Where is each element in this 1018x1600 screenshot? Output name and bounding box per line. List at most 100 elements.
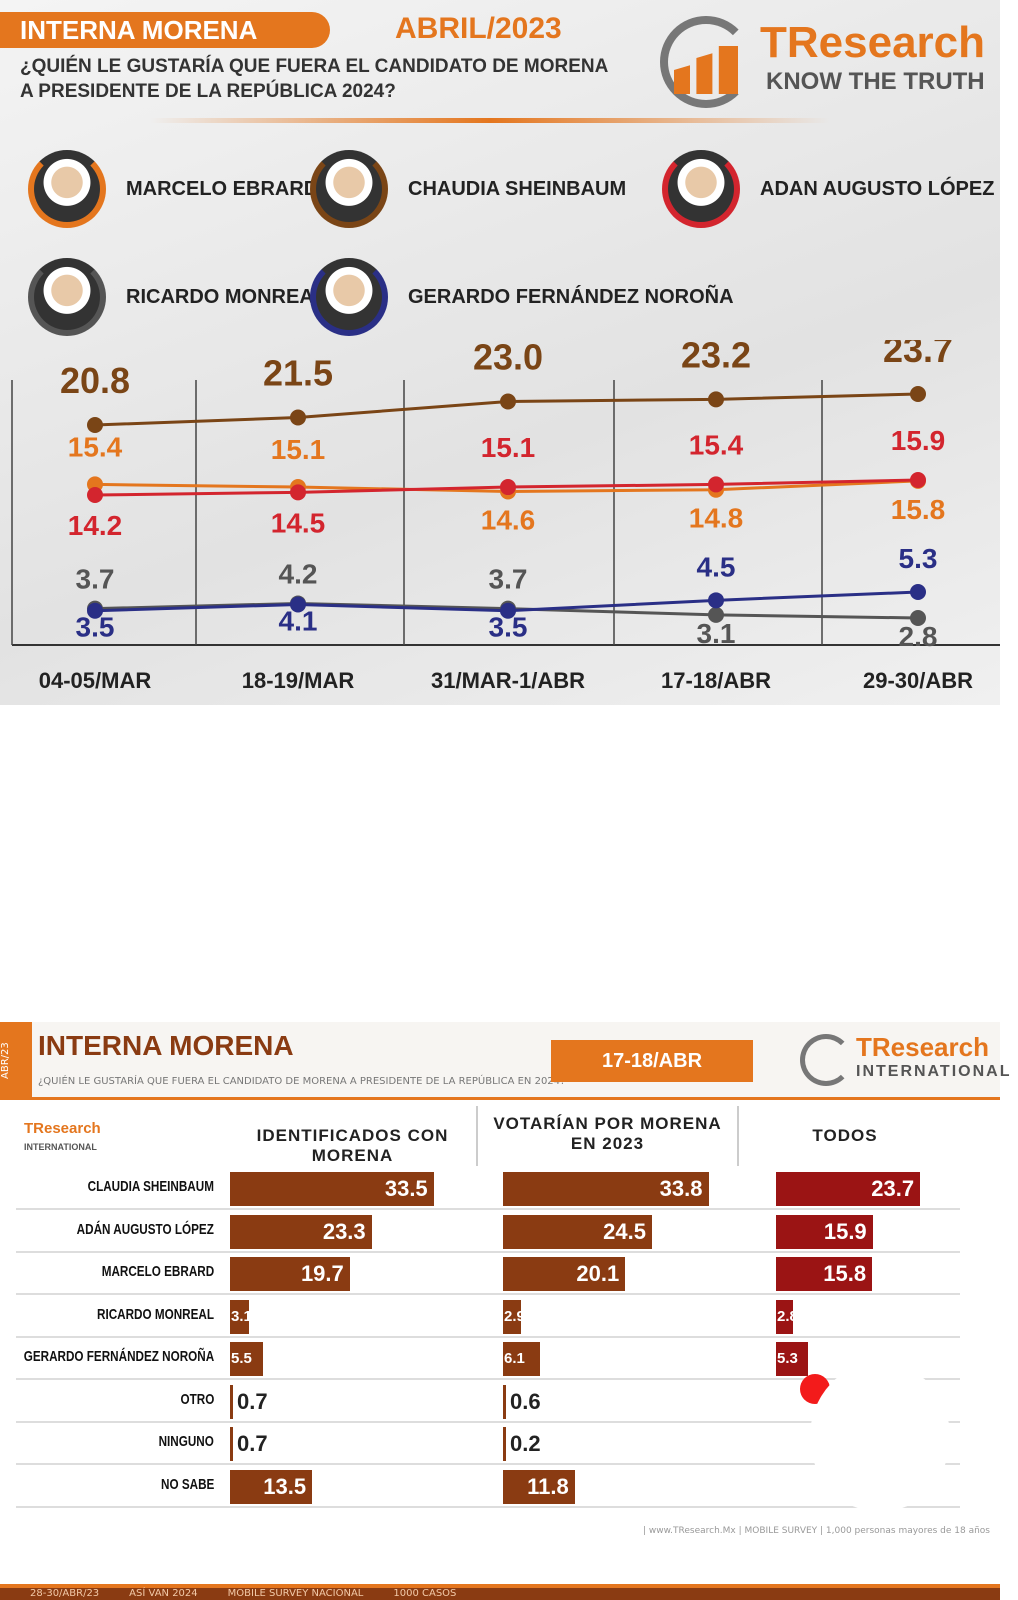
candidate-photo [310, 150, 388, 228]
table-row: NO SABE 13.5 11.8 [16, 1466, 960, 1508]
data-label: 3.5 [489, 612, 528, 643]
data-label: 23.7 [883, 340, 953, 370]
line-chart-panel: INTERNA MORENA ABRIL/2023 ¿QUIÉN LE GUST… [0, 0, 1000, 705]
data-point [708, 476, 724, 493]
data-label: 14.2 [68, 510, 123, 541]
data-point [87, 417, 103, 433]
candidate-photo [310, 258, 388, 336]
table-row: MARCELO EBRARD 19.7 20.1 15.8 [16, 1253, 960, 1295]
data-point [708, 592, 724, 609]
bar: 3.1 [230, 1299, 252, 1334]
data-label: 4.1 [279, 605, 318, 636]
row-label: MARCELO EBRARD [101, 1263, 214, 1280]
x-tick-label: 31/MAR-1/ABR [431, 668, 585, 693]
small-logo: TResearch INTERNATIONAL [24, 1120, 101, 1152]
bar: 24.5 [503, 1214, 652, 1249]
data-point [910, 584, 926, 600]
divider [150, 118, 830, 123]
row-label: GERARDO FERNÁNDEZ NOROÑA [23, 1348, 214, 1365]
data-label: 5.3 [899, 543, 938, 574]
bar: 2.9 [503, 1299, 525, 1334]
bar: 33.5 [230, 1172, 434, 1206]
data-label: 15.4 [68, 431, 123, 462]
data-point [500, 602, 516, 619]
legend-sheinbaum: CHAUDIA SHEINBAUM [310, 150, 626, 228]
data-point [500, 479, 516, 496]
bar: 33.8 [503, 1172, 709, 1206]
data-point [87, 487, 103, 503]
data-point [910, 610, 926, 626]
footer: 28-30/ABR/23 ASÍ VAN 2024 MOBILE SURVEY NA… [0, 1584, 1000, 1600]
data-label: 3.7 [489, 564, 528, 595]
title: INTERNA MORENA [38, 1030, 294, 1061]
bar: 13.5 [230, 1469, 313, 1504]
col-header-1: IDENTIFICADOS CON MORENA [256, 1126, 449, 1165]
data-point [290, 484, 306, 501]
row-label: OTRO [180, 1390, 214, 1408]
data-label: 15.8 [891, 494, 946, 525]
tresearch-logo: TResearch KNOW THE TRUTH [660, 16, 1000, 108]
bar: 2.8 [776, 1299, 798, 1334]
row-label: RICARDO MONREAL [97, 1305, 214, 1323]
side-tag: ABR/23 [0, 1022, 32, 1100]
bar: 20.1 [503, 1257, 626, 1291]
data-label: 4.2 [279, 558, 318, 589]
data-point [708, 606, 724, 623]
data-point [87, 602, 103, 619]
table-row: NINGUNO 0.7 0.2 [16, 1423, 960, 1465]
data-label: 3.7 [76, 564, 115, 595]
col-header-3: TODOS [812, 1126, 878, 1145]
data-point [290, 596, 306, 613]
data-label: 23.2 [681, 340, 751, 375]
bar: 15.8 [776, 1257, 873, 1291]
bar: 0.6 [503, 1384, 543, 1419]
bar: 23.7 [776, 1172, 921, 1206]
data-label: 3.1 [697, 618, 736, 649]
candidate-photo [28, 150, 106, 228]
legend-norona: GERARDO FERNÁNDEZ NOROÑA [310, 258, 734, 336]
section-tag: INTERNA MORENA [0, 12, 330, 48]
data-label: 20.8 [60, 360, 130, 401]
line-chart: 20.8 21.5 23.0 23.2 23.7 15.4 15.1 14.6 14.8 15.8… [11, 340, 1000, 693]
table-row: OTRO 0.7 0.6 [16, 1381, 960, 1423]
bar: 15.9 [776, 1214, 873, 1249]
data-label: 23.0 [473, 340, 543, 377]
data-label: 15.1 [481, 432, 536, 463]
row-label: CLAUDIA SHEINBAUM [87, 1178, 214, 1195]
bar: 0.7 [230, 1384, 270, 1419]
source-note: | www.TResearch.Mx | MOBILE SURVEY | 1,0… [643, 1526, 990, 1536]
data-label: 15.4 [689, 429, 744, 460]
legend-monreal: RICARDO MONREAL [28, 258, 326, 336]
bar: 0.7 [230, 1427, 270, 1461]
data-label: 21.5 [263, 353, 333, 394]
x-tick-label: 18-19/MAR [242, 668, 355, 693]
data-point [910, 472, 926, 488]
row-label: NO SABE [160, 1475, 214, 1493]
data-point [708, 391, 724, 408]
x-tick-label: 17-18/ABR [661, 668, 771, 693]
table-row: CLAUDIA SHEINBAUM 33.5 33.8 23.7 [16, 1168, 960, 1210]
data-point [290, 409, 306, 426]
date-badge: 17-18/ABR [551, 1040, 753, 1082]
bar: 0.2 [503, 1427, 543, 1461]
data-label: 14.6 [481, 504, 536, 535]
legend-adan: ADAN AUGUSTO LÓPEZ [662, 150, 994, 228]
bar: 23.3 [230, 1214, 372, 1249]
x-tick-label: 04-05/MAR [39, 668, 152, 693]
bar: 5.5 [230, 1342, 264, 1376]
data-point [910, 386, 926, 402]
col-header-2: VOTARÍAN POR MORENA EN 2023 [493, 1114, 722, 1153]
data-label: 14.5 [271, 507, 326, 538]
table-row: ADÁN AUGUSTO LÓPEZ 23.3 24.5 15.9 [16, 1211, 960, 1253]
obscured-area [810, 1362, 950, 1512]
bar-chart-panel: ABR/23 INTERNA MORENA ¿QUIÉN LE GUSTARÍA… [0, 1022, 1009, 1600]
row-label: NINGUNO [158, 1433, 214, 1450]
legend-ebrard: MARCELO EBRARD [28, 150, 318, 228]
bar: 5.3 [776, 1342, 809, 1376]
data-label: 4.5 [697, 551, 736, 582]
row-label: ADÁN AUGUSTO LÓPEZ [76, 1220, 214, 1238]
data-label: 3.5 [76, 612, 115, 643]
data-point [500, 393, 516, 410]
data-label: 2.8 [899, 621, 938, 652]
month-label: ABRIL/2023 [395, 12, 562, 45]
